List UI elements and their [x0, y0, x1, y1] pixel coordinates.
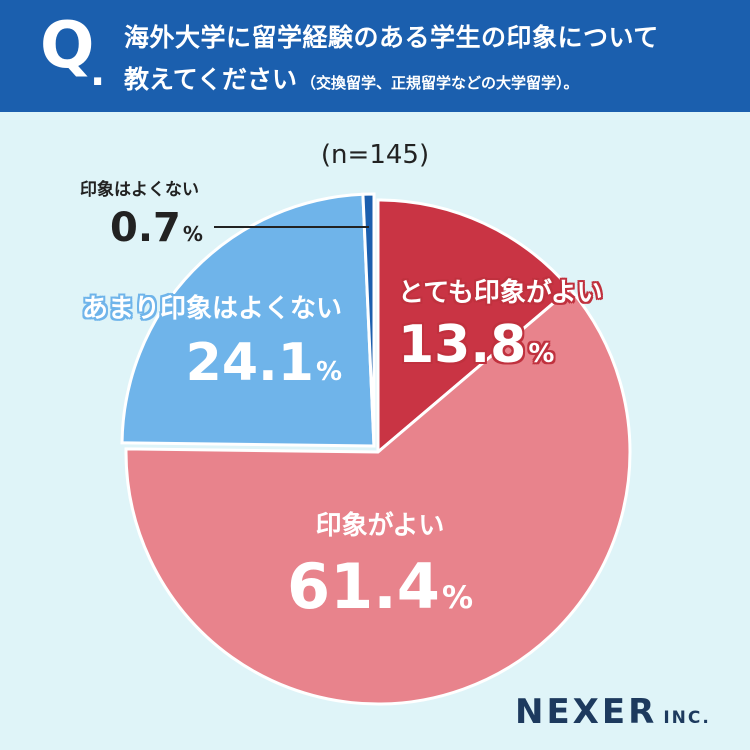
label-not-good-unit: % [182, 222, 203, 246]
label-very-good-value: 13.8% [398, 319, 603, 371]
label-not-good-value: 0.7% [110, 208, 203, 248]
question-text-main: 教えてください [124, 65, 298, 94]
label-very-good-category: とても印象がよい [398, 278, 603, 308]
question-text-note: （交換留学、正規留学などの大学留学）。 [301, 74, 579, 92]
label-very-good-unit: % [528, 339, 555, 369]
slice-not-very-good [120, 192, 376, 448]
brand-suffix: INC. [663, 708, 711, 728]
question-header: Q . 海外大学に留学経験のある学生の印象について 教えてください （交換留学、正… [0, 0, 750, 112]
label-good: 印象がよい 61.4% [250, 505, 510, 618]
label-not-very-good-value: 24.1% [82, 337, 342, 389]
slice-not-good [361, 192, 376, 447]
question-q-dot: . [90, 49, 106, 95]
label-very-good: とても印象がよい 13.8% [398, 272, 603, 371]
label-good-category: 印象がよい [315, 511, 445, 541]
slice-good [124, 286, 632, 706]
label-good-number: 61.4 [286, 550, 440, 623]
label-not-very-good: あまり印象はよくない 24.1% [82, 288, 342, 389]
label-not-good-category: 印象はよくない [80, 180, 199, 200]
brand-logo: NEXER INC. [515, 692, 711, 732]
label-not-good-leader-line [214, 226, 369, 228]
label-not-good-number: 0.7 [110, 205, 181, 251]
slice-very-good [376, 198, 573, 456]
sample-size: (n=145) [320, 140, 430, 170]
label-not-good: 印象はよくない 0.7% [80, 175, 203, 248]
label-good-unit: % [441, 580, 474, 616]
question-q-mark: Q [40, 9, 95, 83]
question-text-line1: 海外大学に留学経験のある学生の印象について [124, 23, 659, 52]
label-not-very-good-number: 24.1 [185, 333, 314, 393]
brand-name: NEXER [515, 692, 658, 732]
label-good-value: 61.4% [250, 556, 510, 618]
label-very-good-number: 13.8 [398, 315, 527, 375]
label-not-very-good-unit: % [315, 357, 343, 387]
label-not-very-good-category: あまり印象はよくない [82, 294, 343, 324]
question-text-line2: 教えてください （交換留学、正規留学などの大学留学）。 [124, 60, 579, 96]
